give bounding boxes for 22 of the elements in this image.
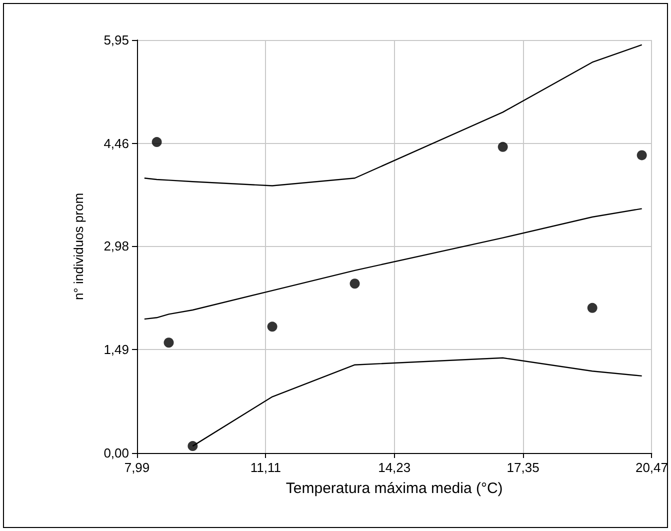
point [498, 142, 508, 152]
y-tick-label: 5,95 [104, 32, 129, 48]
x-tick-label: 11,11 [250, 460, 281, 475]
point [636, 150, 647, 160]
y-tick-label: 0,00 [104, 446, 129, 460]
point [587, 302, 598, 313]
y-tick-label: 1,49 [104, 342, 129, 358]
x-axis-title: Temperatura máxima media (°C) [286, 480, 503, 497]
point [188, 441, 198, 452]
x-tick-label: 20,47 [635, 460, 668, 475]
x-tick-label: 14,23 [378, 460, 411, 475]
y-tick-label: 4,46 [104, 136, 129, 151]
x-tick-label: 17,35 [506, 460, 540, 475]
point [152, 137, 162, 148]
line-series [144, 208, 642, 320]
y-tick-label: 2,98 [104, 238, 129, 254]
point [267, 322, 278, 332]
point [350, 278, 360, 289]
x-tick-label: 7,99 [124, 460, 150, 475]
line-series [144, 44, 642, 186]
y-axis-title: n° individuos prom [71, 192, 86, 300]
point [164, 338, 174, 348]
